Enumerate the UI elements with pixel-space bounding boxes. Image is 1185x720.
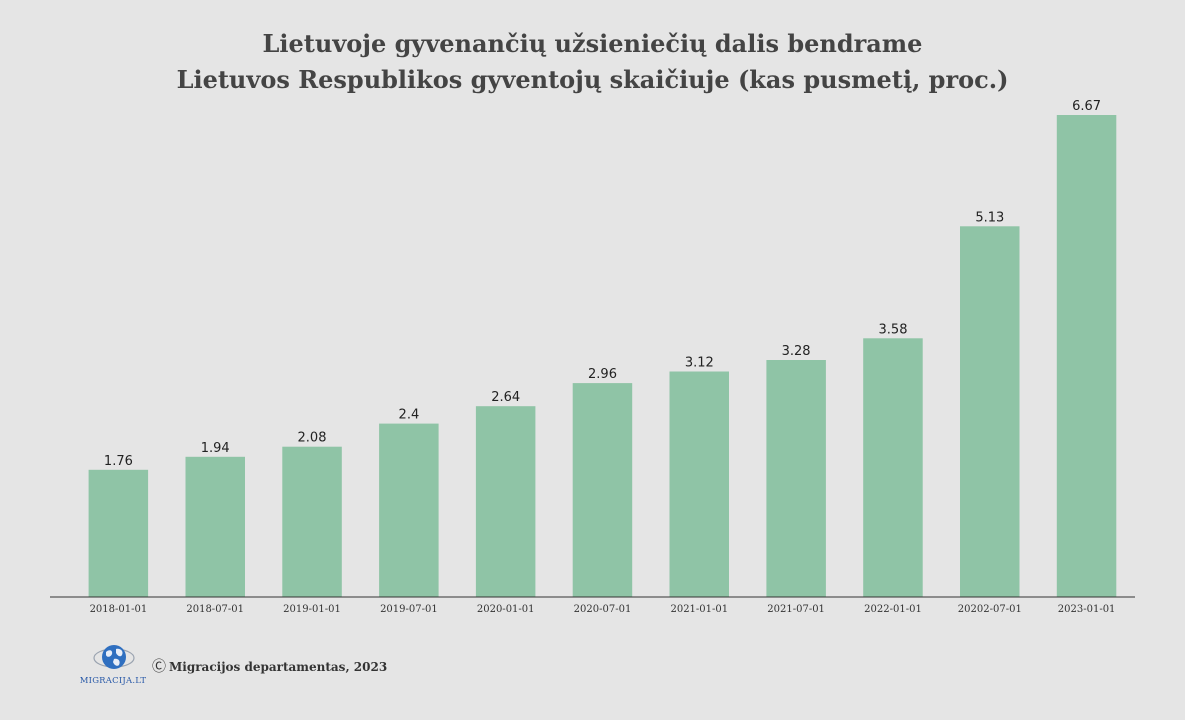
x-tick-label-10: 2023-01-01: [1058, 604, 1116, 615]
chart-title-line-2: Lietuvos Respublikos gyventojų skaičiuje…: [176, 65, 1009, 94]
bar-1: [185, 456, 245, 597]
bar-value-label-3: 2.4: [399, 408, 420, 423]
bar-7: [766, 360, 826, 597]
logo-text: MIGRACIJA.LT: [79, 676, 147, 686]
chart-title: Lietuvoje gyvenančių užsieniečių dalis b…: [0, 26, 1185, 98]
globe-icon: [93, 645, 135, 669]
bar-value-label-5: 2.96: [588, 367, 617, 382]
bar-0: [88, 469, 149, 597]
copyright-symbol: Ⓒ: [152, 659, 166, 675]
footer: MIGRACIJA.LT Ⓒ Migracijos departamentas, …: [78, 640, 398, 692]
bar-value-label-4: 2.64: [491, 390, 520, 405]
bar-value-label-7: 3.28: [782, 344, 811, 359]
bars-layer: 1.76 1.94 2.08 2.4 2.64 2.96 3.12 3.28 3.58 5.13 6…: [88, 99, 1117, 598]
tick-labels-layer: 2018-01-01 2018-07-01 2019-01-01 2019-07-01…: [90, 604, 1116, 615]
bar-8: [863, 338, 923, 597]
copyright-text: Migracijos departamentas, 2023: [169, 660, 388, 674]
bar-5: [572, 383, 633, 597]
x-tick-label-8: 2022-01-01: [864, 604, 922, 615]
x-tick-label-1: 2018-07-01: [186, 604, 244, 615]
chart-title-line-1: Lietuvoje gyvenančių užsieniečių dalis b…: [262, 29, 923, 58]
x-tick-label-0: 2018-01-01: [90, 604, 148, 615]
x-tick-label-3: 2019-07-01: [380, 604, 438, 615]
x-tick-label-9: 20202-07-01: [958, 604, 1022, 615]
bar-value-label-10: 6.67: [1072, 99, 1101, 114]
x-tick-label-2: 2019-01-01: [283, 604, 341, 615]
bar-9: [960, 226, 1020, 598]
bar-value-label-2: 2.08: [298, 431, 327, 446]
bar-value-label-8: 3.58: [879, 322, 908, 337]
bar-value-label-0: 1.76: [104, 454, 133, 469]
x-tick-label-6: 2021-01-01: [670, 604, 728, 615]
x-tick-label-7: 2021-07-01: [767, 604, 825, 615]
bar-10: [1056, 115, 1117, 597]
bar-2: [282, 446, 342, 597]
bar-value-label-6: 3.12: [685, 356, 714, 371]
bar-value-label-9: 5.13: [975, 210, 1004, 225]
bar-6: [669, 371, 729, 597]
bar-3: [379, 423, 439, 597]
copyright-notice: Ⓒ Migracijos departamentas, 2023: [152, 656, 387, 676]
migracija-logo[interactable]: MIGRACIJA.LT: [78, 640, 148, 690]
bar-value-label-1: 1.94: [201, 441, 230, 456]
x-tick-label-5: 2020-07-01: [574, 604, 632, 615]
x-tick-label-4: 2020-01-01: [477, 604, 535, 615]
bar-4: [475, 406, 536, 597]
